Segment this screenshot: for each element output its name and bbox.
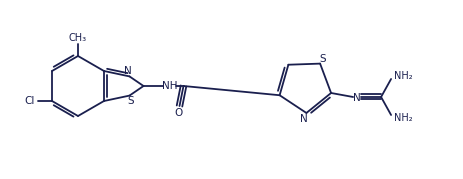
Text: Cl: Cl xyxy=(25,96,35,106)
Text: O: O xyxy=(174,108,182,118)
Text: NH₂: NH₂ xyxy=(393,113,412,123)
Text: S: S xyxy=(319,54,325,64)
Text: NH: NH xyxy=(162,81,177,91)
Text: N: N xyxy=(123,66,131,76)
Text: CH₃: CH₃ xyxy=(69,33,87,43)
Text: N: N xyxy=(299,114,307,124)
Text: N: N xyxy=(352,93,360,103)
Text: S: S xyxy=(127,96,133,106)
Text: NH₂: NH₂ xyxy=(393,71,412,81)
